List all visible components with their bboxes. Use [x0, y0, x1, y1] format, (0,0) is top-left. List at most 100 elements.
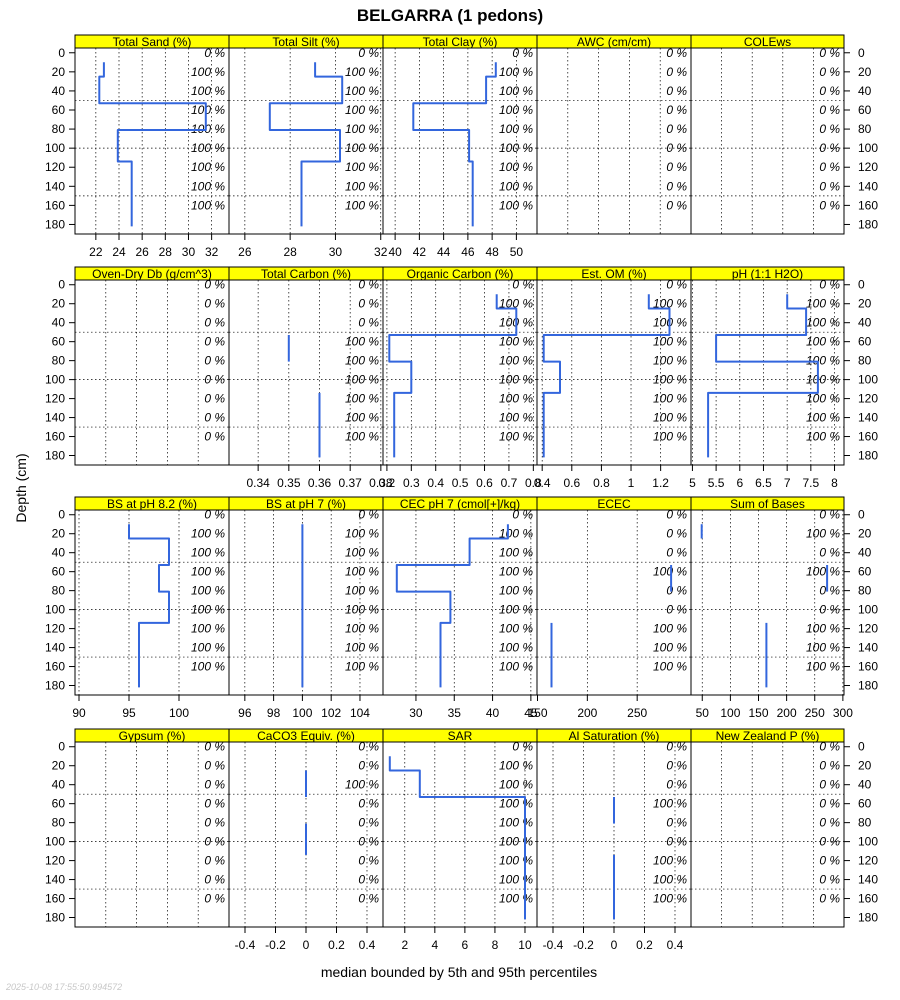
percent-label: 0 % — [204, 854, 225, 868]
percent-label: 100 % — [499, 660, 533, 674]
percent-label: 100 % — [191, 641, 225, 655]
y-tick-label-right: 100 — [858, 141, 878, 155]
percent-label: 0 % — [666, 122, 687, 136]
percent-label: 100 % — [345, 411, 379, 425]
percent-label: 100 % — [345, 546, 379, 560]
percent-label: 100 % — [653, 297, 687, 311]
percent-label: 0 % — [358, 873, 379, 887]
x-tick-label: 22 — [89, 245, 103, 259]
x-tick-label: 2 — [401, 938, 408, 952]
y-tick-label-right: 60 — [858, 565, 872, 579]
percent-label: 100 % — [806, 622, 840, 636]
y-tick-label-left: 180 — [45, 449, 65, 463]
x-tick-label: 7.5 — [802, 476, 819, 490]
panel-18: SAR 0 % 100 % 100 % 100 % 100 % 100 % 100 % 100 … — [382, 728, 538, 952]
percent-label: 0 % — [666, 141, 687, 155]
percent-label: 0 % — [819, 892, 840, 906]
y-tick-label-right: 120 — [858, 392, 878, 406]
percent-label: 100 % — [191, 103, 225, 117]
percent-label: 100 % — [345, 660, 379, 674]
percent-label: 0 % — [819, 778, 840, 792]
percent-label: 100 % — [806, 527, 840, 541]
percent-label: 100 % — [345, 527, 379, 541]
x-tick-label: 5.5 — [708, 476, 725, 490]
percent-label: 100 % — [191, 660, 225, 674]
y-tick-label-right: 80 — [858, 584, 872, 598]
y-tick-label-right: 60 — [858, 797, 872, 811]
x-tick-label: 0.4 — [427, 476, 444, 490]
y-tick-label-left: 120 — [45, 854, 65, 868]
profile-line — [542, 294, 671, 458]
percent-label: 100 % — [191, 65, 225, 79]
y-tick-label-left: 0 — [58, 508, 65, 522]
panel-13: CEC pH 7 (cmol[+]/kg)0 % 100 % 100 % 100 % 1… — [382, 496, 538, 720]
percent-label: 100 % — [191, 160, 225, 174]
panel-3: Total Clay (%) 0 % 100 % 100 % 100 % 100 % 100… — [382, 34, 538, 259]
percent-label: 0 % — [204, 816, 225, 830]
percent-label: 100 % — [499, 816, 533, 830]
y-tick-label-left: 60 — [52, 797, 66, 811]
percent-label: 100 % — [499, 335, 533, 349]
percent-label: 100 % — [345, 141, 379, 155]
y-tick-label-left: 120 — [45, 622, 65, 636]
percent-label: 100 % — [345, 103, 379, 117]
percent-label: 100 % — [499, 297, 533, 311]
x-tick-label: 28 — [283, 245, 297, 259]
percent-label: 0 % — [666, 84, 687, 98]
y-tick-label-right: 40 — [858, 778, 872, 792]
x-tick-label: 6 — [462, 938, 469, 952]
profile-line — [388, 294, 518, 458]
percent-label: 100 % — [345, 198, 379, 212]
y-tick-label-left: 120 — [45, 160, 65, 174]
percent-label: 0 % — [358, 278, 379, 292]
y-tick-label-left: 100 — [45, 141, 65, 155]
panel-border — [690, 509, 845, 696]
x-tick-label: 0.4 — [359, 938, 376, 952]
y-tick-label-right: 160 — [858, 660, 878, 674]
percent-label: 100 % — [499, 141, 533, 155]
y-tick-label-right: 20 — [858, 527, 872, 541]
y-tick-label-left: 40 — [52, 778, 66, 792]
panel-title: Total Clay (%) — [423, 35, 498, 49]
percent-label: 100 % — [345, 565, 379, 579]
y-tick-label-left: 40 — [52, 546, 66, 560]
y-tick-label-right: 100 — [858, 603, 878, 617]
percent-label: 100 % — [499, 873, 533, 887]
percent-label: 100 % — [499, 546, 533, 560]
y-tick-label-left: 80 — [52, 584, 66, 598]
percent-label: 0 % — [666, 603, 687, 617]
percent-label: 100 % — [806, 297, 840, 311]
percent-label: 100 % — [653, 641, 687, 655]
percent-label: 0 % — [204, 46, 225, 60]
percent-label: 0 % — [819, 835, 840, 849]
panel-border — [690, 47, 845, 235]
percent-label: 100 % — [806, 411, 840, 425]
y-tick-label-right: 180 — [858, 679, 878, 693]
panel-title: BS at pH 8.2 (%) — [107, 497, 197, 511]
x-tick-label: 32 — [374, 245, 388, 259]
y-tick-label-right: 100 — [858, 835, 878, 849]
y-tick-label-left: 80 — [52, 816, 66, 830]
percent-label: 0 % — [358, 854, 379, 868]
percent-label: 0 % — [819, 603, 840, 617]
x-tick-label: 250 — [805, 706, 825, 720]
y-tick-label-right: 20 — [858, 297, 872, 311]
percent-label: 100 % — [191, 122, 225, 136]
panel-title: Est. OM (%) — [581, 267, 646, 281]
percent-label: 0 % — [819, 198, 840, 212]
x-tick-label: 0.36 — [308, 476, 332, 490]
panel-border — [690, 279, 845, 466]
y-tick-label-left: 20 — [52, 65, 66, 79]
x-tick-label: 0.4 — [667, 938, 684, 952]
panel-title: CaCO3 Equiv. (%) — [257, 729, 355, 743]
percent-label: 0 % — [358, 759, 379, 773]
percent-label: 0 % — [666, 759, 687, 773]
percent-label: 100 % — [806, 641, 840, 655]
percent-label: 0 % — [204, 873, 225, 887]
y-tick-label-right: 40 — [858, 316, 872, 330]
percent-label: 100 % — [499, 622, 533, 636]
percent-label: 100 % — [499, 797, 533, 811]
panel-border — [690, 741, 845, 928]
x-tick-label: 0.5 — [452, 476, 469, 490]
